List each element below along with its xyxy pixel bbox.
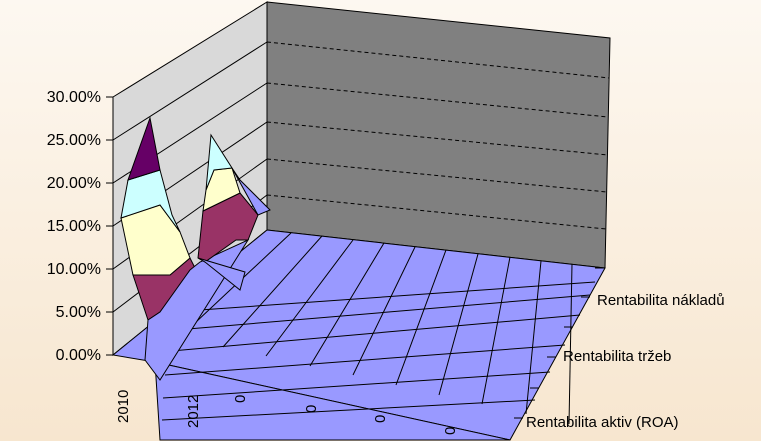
floor-gridline [481, 256, 511, 405]
back-wall-gridlines [266, 41, 610, 230]
y-tick-label: 5.00% [56, 304, 101, 321]
gridline [266, 158, 608, 193]
floor-gridline [568, 263, 573, 425]
gridline [266, 194, 607, 230]
x-tick-label: 0 [372, 415, 389, 423]
floor-gridline [175, 294, 591, 331]
floor-gridline [438, 253, 479, 396]
surface-peak-2012 [197, 133, 271, 291]
series-label: Rentabilita aktiv (ROA) [526, 414, 679, 431]
x-tick-label: 2010 [115, 390, 132, 423]
floor-gridline [159, 314, 581, 353]
floor-grid [159, 232, 596, 425]
floor-gridline [309, 242, 385, 367]
y-tick-label: 0.00% [56, 347, 101, 364]
floor-gridline [164, 344, 566, 376]
gridline [266, 121, 609, 156]
x-tick-label: 0 [442, 427, 459, 435]
gridline [112, 41, 268, 141]
surface-band-20-30 [127, 116, 161, 181]
floor-gridline [352, 246, 416, 376]
y-tick-label: 10.00% [47, 261, 101, 278]
gridline [266, 41, 610, 79]
surface-band-0-5 [231, 167, 271, 216]
x-tick-label: 0 [232, 395, 249, 403]
back-wall [266, 1, 611, 269]
depth-axis: Rentabilita aktiv (ROA) Rentabilita tržeb… [526, 292, 725, 431]
x-tick-label: 2012 [185, 395, 202, 428]
floor-gridline [265, 239, 354, 357]
y-axis: 0.00% 5.00% 10.00% 15.00% 20.00% 25.00% 30.00% [47, 89, 114, 364]
depth-tick-marks [514, 267, 604, 419]
surface-band-0-5 [197, 257, 246, 291]
series-label: Rentabilita tržeb [563, 348, 671, 365]
floor-gridline [199, 281, 596, 311]
y-tick-label: 20.00% [47, 175, 101, 192]
series-label: Rentabilita nákladů [597, 292, 725, 309]
floor-gridline [222, 235, 323, 348]
floor-gridline [161, 399, 536, 421]
x-tick-label: 0 [303, 405, 320, 413]
floor-gridline [395, 249, 447, 386]
y-tick-label: 30.00% [47, 89, 101, 106]
x-axis: 2010 2012 0 0 0 0 [115, 390, 459, 435]
floor-gridline [162, 371, 551, 399]
y-tick-label: 15.00% [47, 218, 101, 235]
floor-front [154, 361, 511, 441]
gridline [266, 82, 609, 118]
y-tick-label: 25.00% [47, 132, 101, 149]
